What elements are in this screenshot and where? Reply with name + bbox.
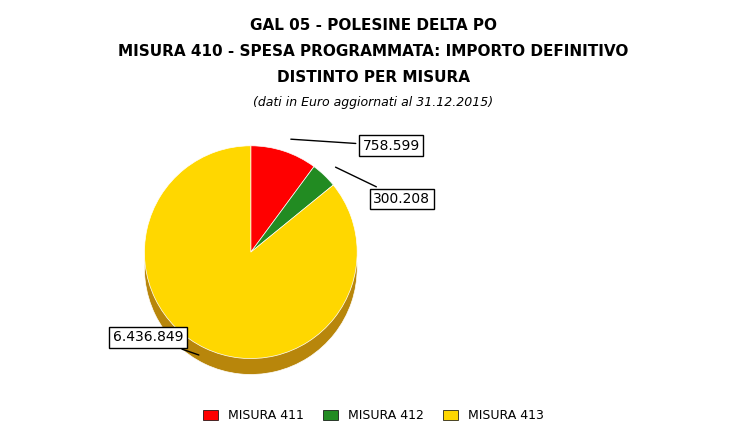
Legend: MISURA 411, MISURA 412, MISURA 413: MISURA 411, MISURA 412, MISURA 413	[199, 404, 548, 427]
Text: GAL 05 - POLESINE DELTA PO: GAL 05 - POLESINE DELTA PO	[250, 18, 497, 32]
Text: 6.436.849: 6.436.849	[113, 330, 199, 355]
Text: DISTINTO PER MISURA: DISTINTO PER MISURA	[277, 70, 470, 85]
Wedge shape	[144, 162, 357, 374]
Wedge shape	[251, 183, 333, 268]
Wedge shape	[251, 162, 314, 268]
Wedge shape	[251, 166, 333, 252]
Text: 758.599: 758.599	[291, 139, 420, 153]
Text: 300.208: 300.208	[335, 167, 430, 206]
Wedge shape	[144, 146, 357, 359]
Wedge shape	[251, 146, 314, 252]
Text: MISURA 410 - SPESA PROGRAMMATA: IMPORTO DEFINITIVO: MISURA 410 - SPESA PROGRAMMATA: IMPORTO …	[118, 44, 629, 59]
Text: (dati in Euro aggiornati al 31.12.2015): (dati in Euro aggiornati al 31.12.2015)	[253, 96, 494, 110]
